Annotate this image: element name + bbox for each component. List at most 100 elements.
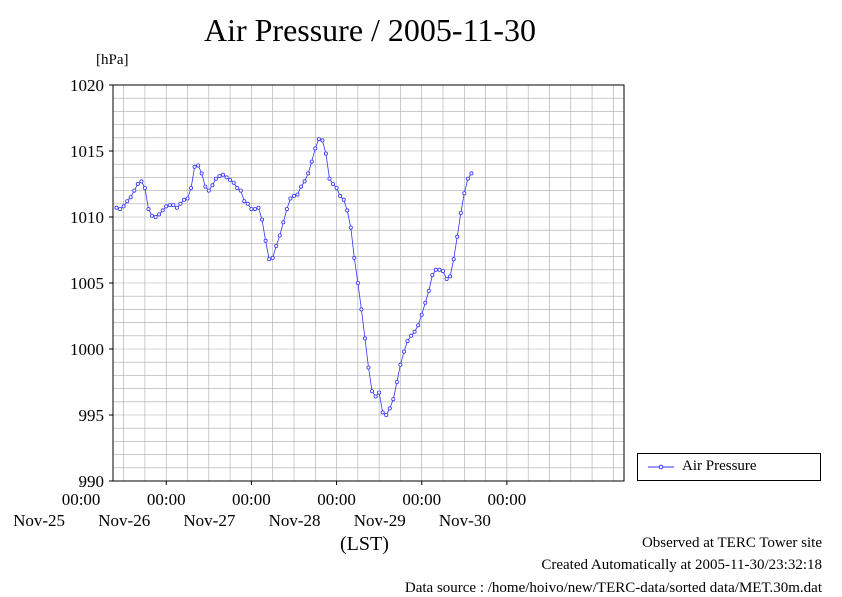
data-point — [192, 164, 197, 169]
data-point — [384, 412, 389, 417]
data-point — [327, 176, 332, 181]
data-point — [380, 410, 385, 415]
data-point — [281, 220, 286, 225]
data-point — [203, 184, 208, 189]
x-tick-time: 00:00 — [62, 490, 101, 509]
data-point — [217, 174, 222, 179]
data-point — [430, 273, 435, 278]
data-point — [174, 205, 179, 210]
data-point — [206, 188, 211, 193]
data-point — [320, 138, 325, 143]
legend: Air Pressure — [637, 453, 821, 481]
x-tick-date: Nov-25 — [13, 511, 65, 530]
data-point — [412, 329, 417, 334]
data-point — [334, 185, 339, 190]
data-point — [249, 207, 254, 212]
y-tick-label: 1020 — [70, 76, 104, 95]
x-tick-time: 00:00 — [147, 490, 186, 509]
data-point — [341, 197, 346, 202]
data-point — [458, 210, 463, 215]
data-point — [157, 212, 162, 217]
data-point — [369, 389, 374, 394]
data-point — [171, 203, 176, 208]
grid-lines — [113, 85, 624, 481]
data-point — [409, 333, 414, 338]
data-point — [455, 234, 460, 239]
data-point — [277, 233, 282, 238]
x-tick-time: 00:00 — [317, 490, 356, 509]
data-point — [160, 208, 165, 213]
data-point — [448, 274, 453, 279]
data-point — [228, 177, 233, 182]
data-point — [295, 192, 300, 197]
data-point — [444, 276, 449, 281]
x-tick-date: Nov-27 — [183, 511, 235, 530]
data-point — [345, 208, 350, 213]
data-point — [465, 176, 470, 181]
data-point — [270, 255, 275, 260]
data-point — [323, 151, 328, 156]
data-point — [401, 349, 406, 354]
data-point — [309, 159, 314, 164]
data-point — [128, 195, 133, 200]
data-point — [263, 238, 268, 243]
chart-title: Air Pressure / 2005-11-30 — [203, 12, 537, 48]
data-point — [394, 379, 399, 384]
data-point — [299, 184, 304, 189]
data-point — [419, 312, 424, 317]
data-point — [213, 176, 218, 181]
data-point — [238, 188, 243, 193]
data-point — [423, 300, 428, 305]
data-point — [462, 191, 467, 196]
data-point — [142, 185, 147, 190]
data-point — [132, 188, 137, 193]
data-point — [220, 172, 225, 177]
data-point — [189, 185, 194, 190]
x-tick-time: 00:00 — [232, 490, 271, 509]
footer-source: Data source : /home/hoivo/new/TERC-data/… — [404, 580, 822, 596]
data-point — [416, 323, 421, 328]
x-tick-date: Nov-26 — [98, 511, 150, 530]
data-point — [199, 171, 204, 176]
data-point — [338, 193, 343, 198]
data-point — [433, 267, 438, 272]
data-point — [274, 243, 279, 248]
data-point — [167, 203, 172, 208]
legend-line-marker-icon — [648, 464, 674, 470]
data-point — [235, 185, 240, 190]
data-point — [316, 137, 321, 142]
y-tick-label: 1005 — [70, 274, 104, 293]
data-point — [125, 199, 130, 204]
data-point — [118, 207, 123, 212]
data-point — [252, 207, 257, 212]
data-point — [451, 257, 456, 262]
y-axis: 990 995 1000 1005 1010 1015 1020 — [70, 76, 113, 491]
data-point — [366, 365, 371, 370]
data-point — [377, 390, 382, 395]
data-point — [313, 146, 318, 151]
data-point — [302, 179, 307, 184]
data-point — [306, 171, 311, 176]
y-tick-label: 1010 — [70, 208, 104, 227]
data-point — [178, 201, 183, 206]
y-tick-label: 990 — [79, 472, 105, 491]
data-point — [391, 397, 396, 402]
data-point — [259, 217, 264, 222]
data-point — [284, 207, 289, 212]
data-point — [149, 213, 154, 218]
data-point — [398, 362, 403, 367]
data-point — [426, 288, 431, 293]
x-tick-date: Nov-30 — [439, 511, 491, 530]
data-point — [121, 204, 126, 209]
data-point — [224, 175, 229, 180]
x-tick-time: 00:00 — [488, 490, 527, 509]
data-point — [352, 255, 357, 260]
y-tick-label: 1000 — [70, 340, 104, 359]
data-point — [164, 204, 169, 209]
x-tick-time: 00:00 — [402, 490, 441, 509]
data-point — [153, 214, 158, 219]
data-point — [267, 257, 272, 262]
data-point — [405, 339, 410, 344]
data-point — [437, 267, 442, 272]
